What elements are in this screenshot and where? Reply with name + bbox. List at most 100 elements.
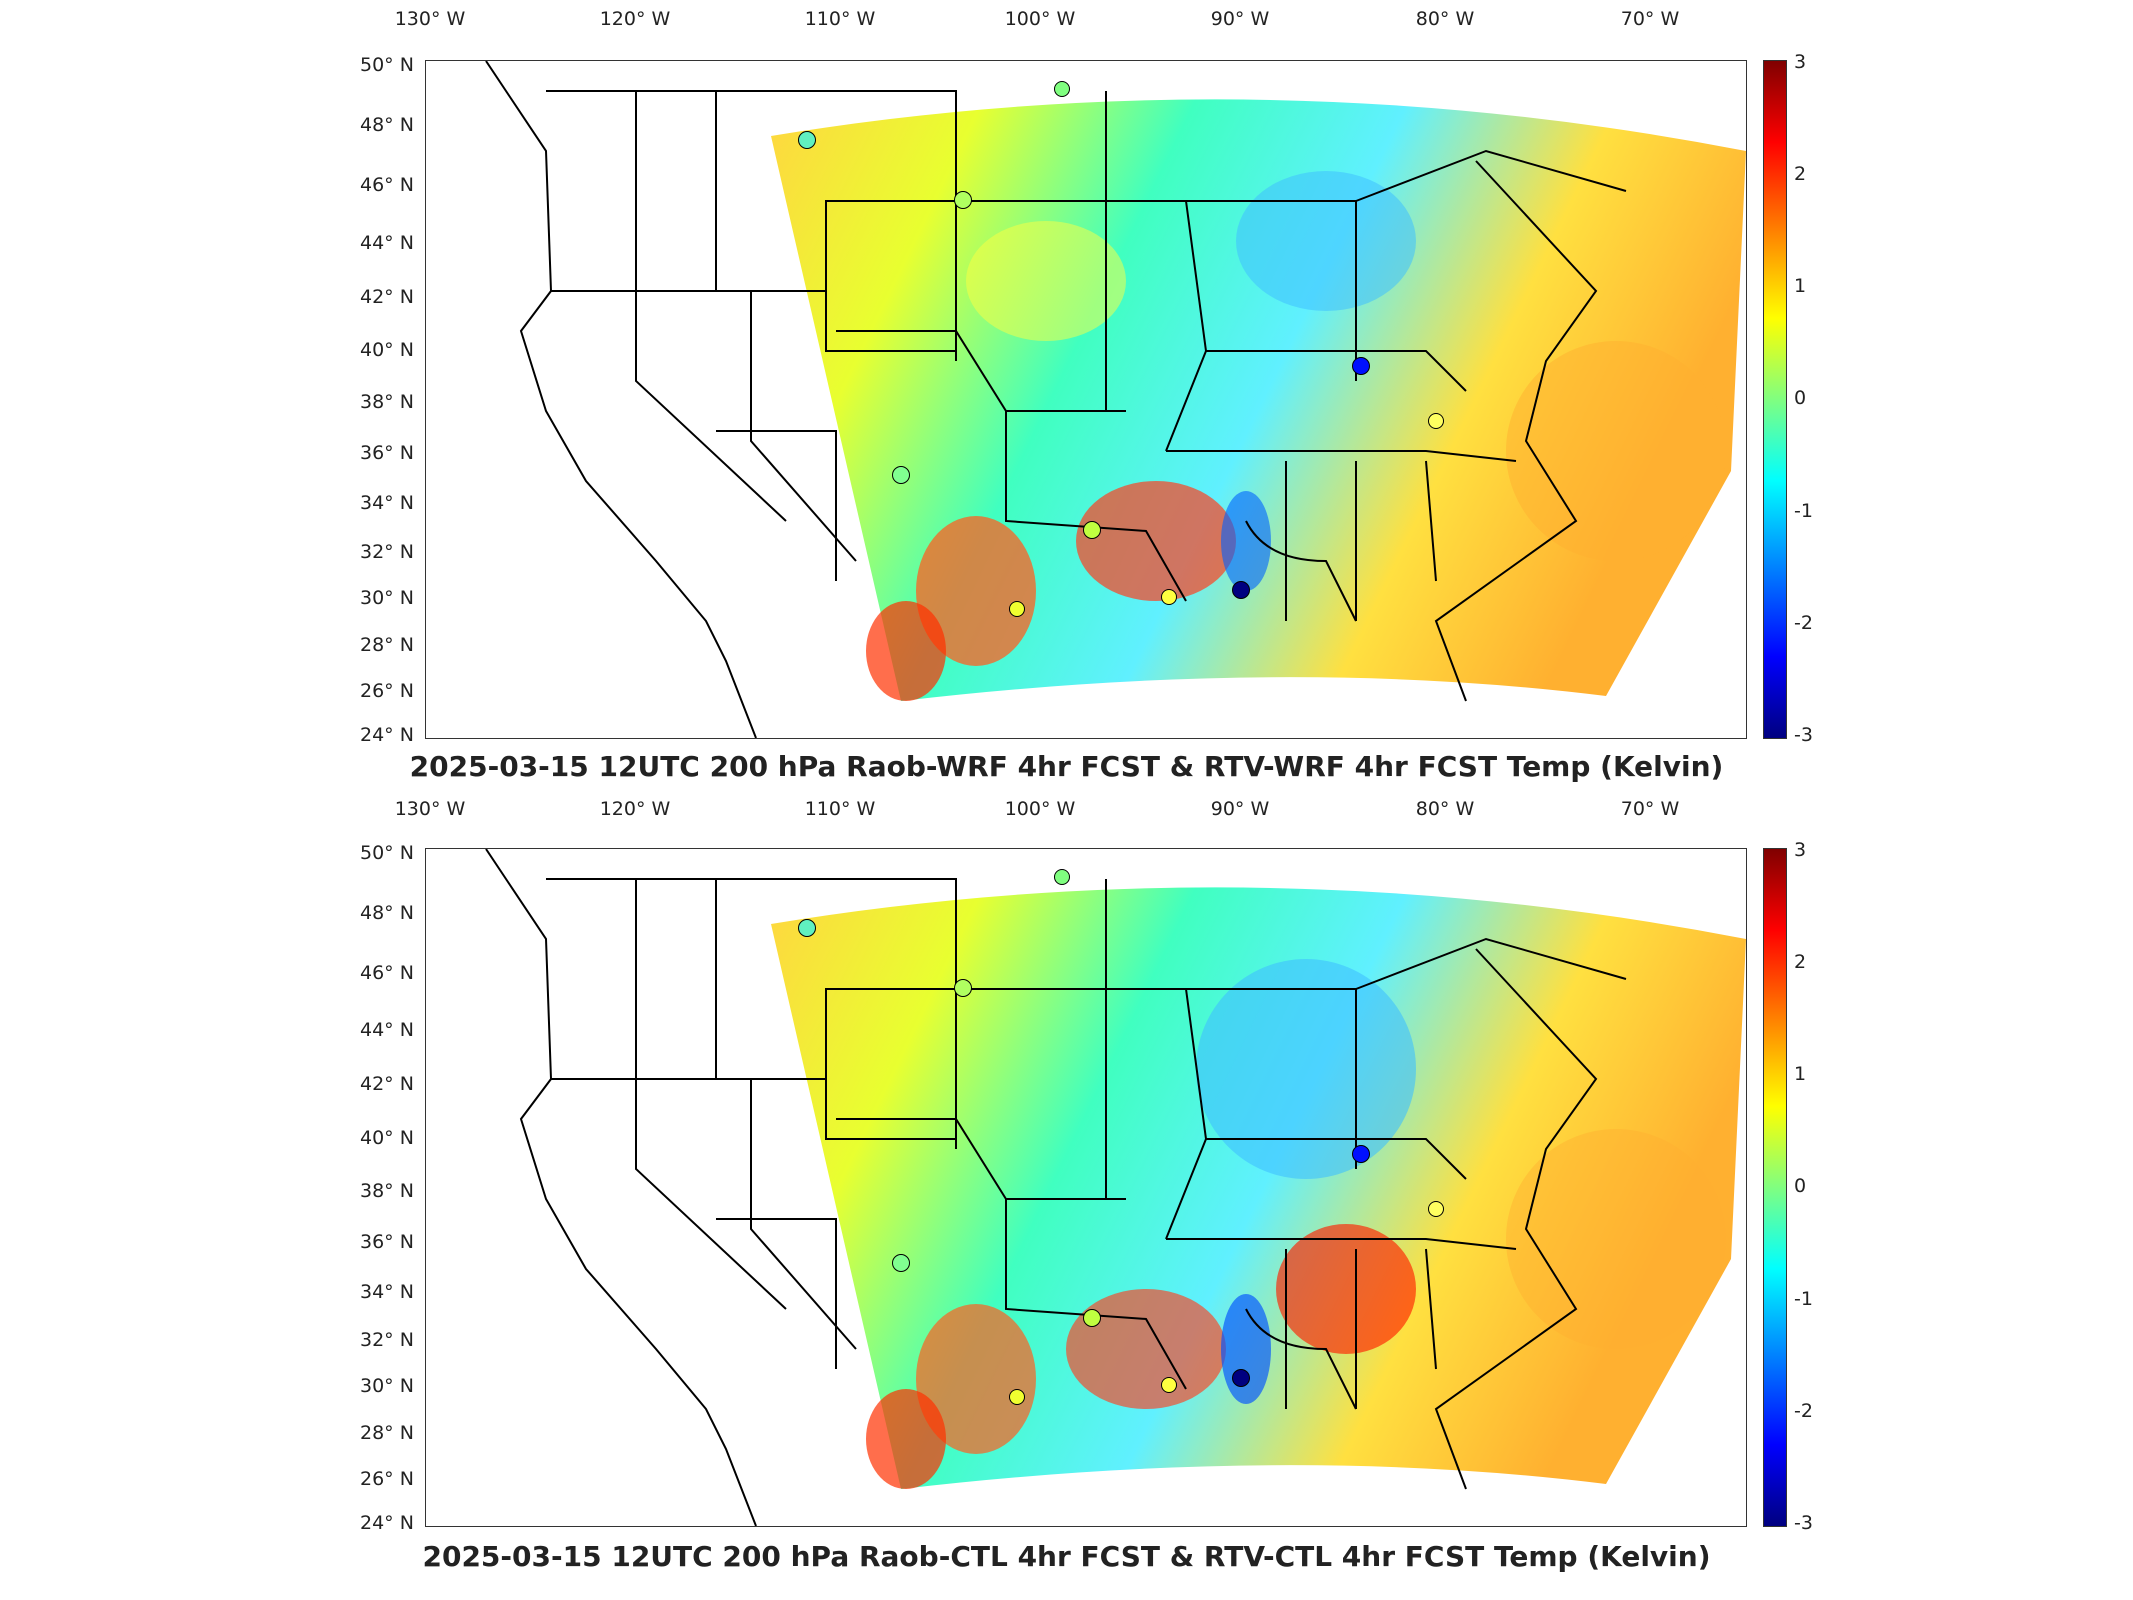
lon-label-110w: 110° W <box>804 8 876 30</box>
station-marker <box>1161 1377 1177 1393</box>
station-marker <box>1232 581 1250 599</box>
lat-label-26n: 26° N <box>360 1468 414 1490</box>
warm-anomaly-mexico <box>866 601 946 701</box>
colorbar-tick-minus-2: -2 <box>1794 612 1813 634</box>
colorbar-tick-1: 1 <box>1794 275 1807 297</box>
lat-label-42n: 42° N <box>360 286 414 308</box>
lat-label-40n: 40° N <box>360 339 414 361</box>
lat-label-36n: 36° N <box>360 1231 414 1253</box>
lat-label-40n: 40° N <box>360 1127 414 1149</box>
lat-label-26n: 26° N <box>360 680 414 702</box>
warm-anomaly-texas <box>1066 1289 1226 1409</box>
station-marker <box>1009 601 1025 617</box>
lat-label-28n: 28° N <box>360 1422 414 1444</box>
lon-label-70w: 70° W <box>1620 8 1680 30</box>
lat-label-38n: 38° N <box>360 391 414 413</box>
lon-label-90w: 90° W <box>1210 798 1270 820</box>
warm-anomaly-southeast <box>1276 1224 1416 1354</box>
warm-region-atlantic <box>1506 341 1726 561</box>
lon-label-130w: 130° W <box>394 798 466 820</box>
station-marker <box>1428 413 1444 429</box>
lon-label-100w: 100° W <box>1004 798 1076 820</box>
lon-label-80w: 80° W <box>1415 8 1475 30</box>
station-marker <box>954 979 972 997</box>
temperature-difference-map-bottom <box>485 849 1746 1526</box>
yellow-region-plains <box>966 221 1126 341</box>
colorbar-tick-minus-1: -1 <box>1794 500 1813 522</box>
warm-anomaly-southwest <box>916 516 1036 666</box>
station-marker <box>1083 1309 1101 1327</box>
lat-label-32n: 32° N <box>360 541 414 563</box>
colorbar-tick-1: 1 <box>1794 1063 1807 1085</box>
lat-label-42n: 42° N <box>360 1073 414 1095</box>
warm-anomaly-mexico <box>866 1389 946 1489</box>
station-marker <box>798 131 816 149</box>
cold-anomaly-great-lakes <box>1196 959 1416 1179</box>
station-marker <box>1054 81 1070 97</box>
colorbar-tick-3: 3 <box>1794 51 1807 73</box>
station-marker <box>892 1254 910 1272</box>
map-panel-top: 130° W 120° W 110° W 100° W 90° W 80° W … <box>360 8 1813 783</box>
lon-label-110w: 110° W <box>804 798 876 820</box>
lat-label-50n: 50° N <box>360 54 414 76</box>
station-marker <box>954 191 972 209</box>
colorbar-tick-3: 3 <box>1794 839 1807 861</box>
lat-label-44n: 44° N <box>360 232 414 254</box>
map-frame-bottom <box>425 848 1747 1527</box>
cold-anomaly-great-lakes <box>1236 171 1416 311</box>
colorbar-tick-0: 0 <box>1794 1175 1807 1197</box>
lat-label-48n: 48° N <box>360 114 414 136</box>
warm-region-atlantic <box>1506 1129 1726 1349</box>
lat-label-34n: 34° N <box>360 492 414 514</box>
lat-label-44n: 44° N <box>360 1019 414 1041</box>
colorbar-tick-minus-3: -3 <box>1794 1512 1813 1534</box>
colorbar-tick-2: 2 <box>1794 951 1807 973</box>
lon-label-100w: 100° W <box>1004 8 1076 30</box>
lat-label-24n: 24° N <box>360 724 414 746</box>
lat-label-36n: 36° N <box>360 442 414 464</box>
lon-label-90w: 90° W <box>1210 8 1270 30</box>
station-marker <box>1428 1201 1444 1217</box>
lat-label-34n: 34° N <box>360 1281 414 1303</box>
map-panel-bottom: 130° W 120° W 110° W 100° W 90° W 80° W … <box>0 790 2133 1590</box>
colorbar-tick-minus-1: -1 <box>1794 1288 1813 1310</box>
map-frame-top <box>425 60 1747 739</box>
lon-label-130w: 130° W <box>394 8 466 30</box>
lat-label-50n: 50° N <box>360 842 414 864</box>
lat-label-46n: 46° N <box>360 962 414 984</box>
lat-label-38n: 38° N <box>360 1180 414 1202</box>
colorbar-tick-minus-3: -3 <box>1794 724 1813 746</box>
station-marker <box>1083 521 1101 539</box>
panel-title-bottom: 2025-03-15 12UTC 200 hPa Raob-CTL 4hr FC… <box>422 1540 1711 1573</box>
colorbar-tick-0: 0 <box>1794 387 1807 409</box>
colorbar-tick-2: 2 <box>1794 163 1807 185</box>
temperature-difference-map-top <box>485 61 1746 738</box>
panel-title-top: 2025-03-15 12UTC 200 hPa Raob-WRF 4hr FC… <box>409 750 1724 783</box>
state-borders <box>485 61 1627 738</box>
cold-anomaly-louisiana <box>1221 491 1271 591</box>
lat-label-46n: 46° N <box>360 174 414 196</box>
lon-label-120w: 120° W <box>599 798 671 820</box>
station-marker <box>1232 1369 1250 1387</box>
station-marker <box>1352 1145 1370 1163</box>
station-marker <box>892 466 910 484</box>
lon-label-120w: 120° W <box>599 8 671 30</box>
colorbar-top <box>1763 60 1787 739</box>
lat-label-30n: 30° N <box>360 1375 414 1397</box>
station-marker <box>798 919 816 937</box>
lat-label-28n: 28° N <box>360 634 414 656</box>
station-marker <box>1009 1389 1025 1405</box>
station-marker <box>1054 869 1070 885</box>
lon-label-70w: 70° W <box>1620 798 1680 820</box>
lon-label-80w: 80° W <box>1415 798 1475 820</box>
lat-label-30n: 30° N <box>360 587 414 609</box>
state-borders <box>485 849 1627 1526</box>
lat-label-48n: 48° N <box>360 902 414 924</box>
warm-anomaly-texas <box>1076 481 1236 601</box>
colorbar-tick-minus-2: -2 <box>1794 1400 1813 1422</box>
station-marker <box>1352 357 1370 375</box>
lat-label-32n: 32° N <box>360 1329 414 1351</box>
colorbar-bottom <box>1763 848 1787 1527</box>
warm-anomaly-southwest <box>916 1304 1036 1454</box>
station-marker <box>1161 589 1177 605</box>
